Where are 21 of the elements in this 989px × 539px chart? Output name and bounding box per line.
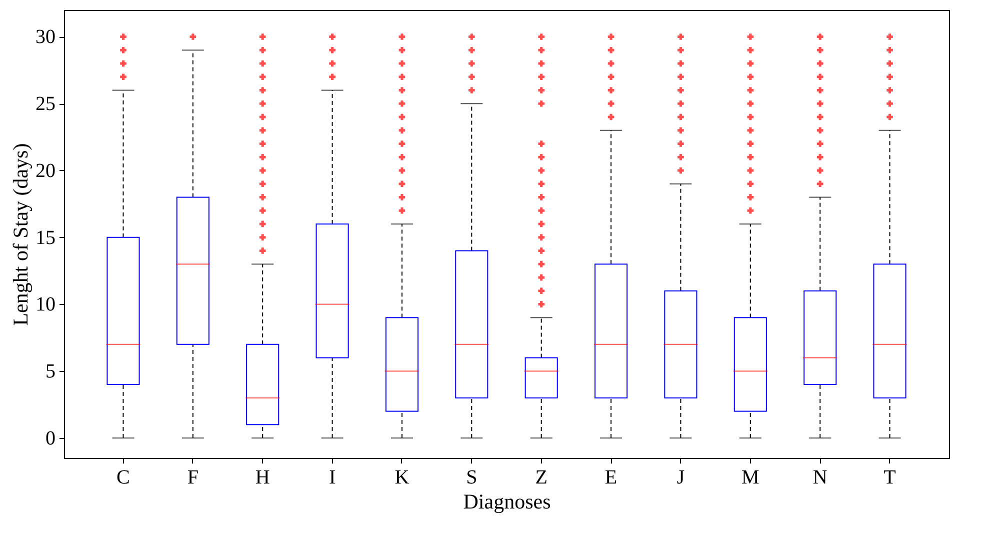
x-tick-label: E — [604, 466, 618, 488]
x-tick-label: J — [676, 466, 685, 488]
x-tick-label: F — [187, 466, 198, 488]
x-tick-label: M — [742, 466, 760, 488]
y-tick-label: 20 — [36, 160, 56, 182]
y-tick-label: 30 — [36, 26, 56, 48]
x-tick-label: T — [884, 466, 896, 488]
x-tick-label: S — [466, 466, 478, 488]
y-tick-label: 10 — [36, 294, 56, 316]
x-tick-label: I — [328, 466, 336, 488]
x-tick-label: N — [812, 466, 828, 488]
x-tick-label: H — [255, 466, 270, 488]
y-tick-label: 25 — [36, 93, 56, 116]
x-tick-label: C — [116, 466, 130, 488]
y-axis-title: Lenght of Stay (days) — [8, 143, 32, 326]
y-tick-label: 15 — [36, 226, 56, 249]
x-tick-label: K — [394, 466, 410, 488]
y-tick-label: 5 — [46, 360, 56, 383]
x-tick-label: Z — [535, 466, 548, 488]
x-axis-title: Diagnoses — [463, 490, 551, 514]
y-tick-label: 0 — [46, 427, 56, 450]
